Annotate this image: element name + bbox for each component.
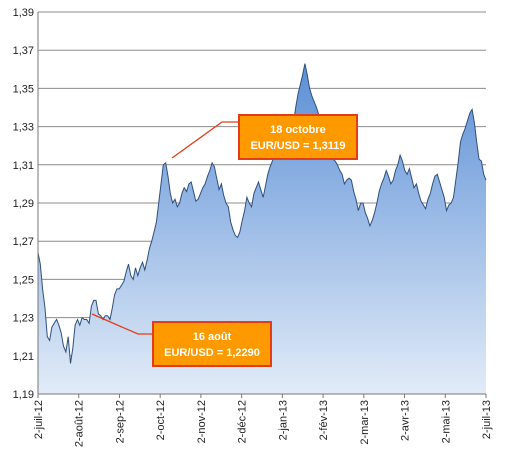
x-tick-label: 2-juil-12 [33,400,45,439]
area-series [37,63,487,394]
x-tick-label: 2-août-12 [74,400,86,447]
area-fill [38,63,486,394]
x-tick-label: 2-déc-12 [237,400,249,443]
y-tick-label: 1,35 [13,83,34,95]
annotation-aug16-date: 16 août [192,331,232,343]
x-tick-label: 2-mai-13 [440,400,452,443]
y-tick-label: 1,33 [13,122,34,134]
y-tick-label: 1,39 [13,7,34,19]
y-tick-label: 1,31 [13,160,34,172]
axes [37,12,486,395]
y-tick-label: 1,27 [13,236,34,248]
y-tick-label: 1,19 [13,389,34,401]
x-tick-label: 2-avr-13 [400,400,412,441]
leader-line-oct18 [171,121,238,159]
y-tick-label: 1,37 [13,45,34,57]
y-tick-labels: 1,19 1,21 1,23 1,25 1,27 1,29 1,31 1,33 1,35 1,37… [13,7,34,401]
x-tick-labels: 2-juil-12 2-août-12 2-sep-12 2-oct-12 2-nov-… [33,394,493,447]
x-tick-label: 2-nov-12 [196,400,208,443]
x-tick-label: 2-jan-13 [277,400,289,440]
annotation-oct18-date: 18 octobre [270,124,326,136]
x-tick-label: 2-oct-12 [155,400,167,440]
y-tick-label: 1,21 [13,351,34,363]
x-tick-label: 2-sep-12 [114,400,126,443]
y-tick-label: 1,23 [13,313,34,325]
annotation-aug16-rate: EUR/USD = 1,2290 [164,347,260,359]
y-tick-label: 1,29 [13,198,34,210]
annotation-box-oct18: 18 octobre EUR/USD = 1,3119 [238,114,358,160]
leader-line-aug16 [91,313,152,335]
annotation-oct18-rate: EUR/USD = 1,3119 [250,140,346,152]
x-tick-label: 2-fév-13 [318,400,330,440]
x-tick-label: 2-juil-13 [481,400,493,439]
annotation-box-aug16: 16 août EUR/USD = 1,2290 [152,321,272,367]
x-tick-label: 2-mar-13 [359,400,371,445]
series-line [37,63,487,364]
callout-leaders [91,121,238,335]
y-tick-label: 1,25 [13,274,34,286]
